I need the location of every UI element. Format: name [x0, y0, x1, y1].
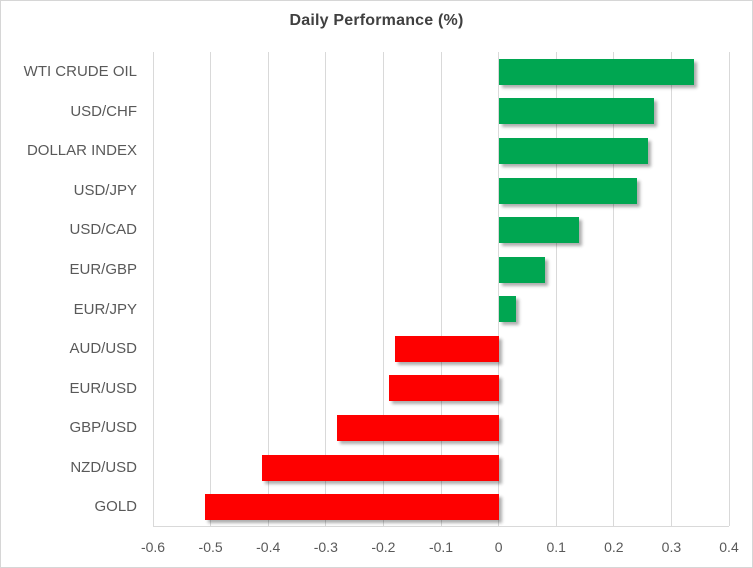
bar-eur-gbp: [498, 256, 545, 283]
gridline: [498, 52, 500, 526]
category-label: WTI CRUDE OIL: [23, 63, 137, 80]
gridline: [555, 52, 557, 526]
bar-usd-jpy: [498, 177, 637, 204]
category-label: EUR/JPY: [73, 300, 137, 318]
gridline: [210, 52, 212, 526]
category-label: GOLD: [94, 498, 137, 516]
x-tick-label: -0.4: [256, 539, 281, 555]
bar-gbp-usd: [337, 415, 499, 442]
gridline: [728, 52, 730, 526]
category-label: AUD/USD: [69, 340, 137, 358]
x-tick-label: -0.6: [140, 539, 166, 555]
gridline: [325, 52, 327, 526]
category-label: USD/JPY: [73, 181, 137, 199]
gridline: [152, 52, 154, 526]
bar-dollar-index: [498, 137, 649, 164]
category-label: USD/CAD: [69, 221, 137, 239]
bar-usd-chf: [498, 98, 655, 125]
chart-title: Daily Performance (%): [289, 12, 464, 29]
category-label: GBP/USD: [69, 419, 137, 437]
gridline: [440, 52, 442, 526]
bar-aud-usd: [394, 335, 499, 362]
category-label: EUR/GBP: [69, 260, 137, 278]
plot-area: [152, 52, 730, 527]
x-tick-label: -0.1: [428, 539, 454, 555]
bar-eur-usd: [389, 375, 499, 402]
bar-wti-crude-oil: [498, 58, 695, 85]
x-tick-label: -0.5: [198, 539, 223, 555]
bar-eur-jpy: [498, 296, 516, 323]
x-tick-label: -0.3: [313, 539, 338, 555]
x-tick-label: 0.2: [604, 539, 624, 555]
category-axis: WTI CRUDE OIL USD/CHF DOLLAR INDEX USD/JPY U…: [1, 52, 137, 527]
x-tick-label: 0.1: [546, 539, 566, 555]
category-label: NZD/USD: [70, 458, 137, 476]
gridline: [613, 52, 615, 526]
bar-usd-cad: [498, 217, 580, 244]
x-axis: -0.6 -0.5 -0.4 -0.3 -0.2 -0.1 0 0.1 0.2 0.3 0.4: [141, 535, 739, 559]
x-tick-label: 0: [494, 539, 503, 555]
category-label: EUR/USD: [69, 379, 137, 397]
category-label: DOLLAR INDEX: [26, 142, 137, 160]
gridline: [670, 52, 672, 526]
x-tick-label: 0.4: [719, 539, 739, 555]
category-label: USD/CHF: [70, 102, 137, 120]
gridline: [267, 52, 269, 526]
x-tick-label: 0.3: [661, 539, 682, 555]
x-tick-label: -0.2: [371, 539, 396, 555]
bar-nzd-usd: [262, 454, 499, 481]
gridline: [382, 52, 384, 526]
bar-gold: [204, 494, 499, 521]
